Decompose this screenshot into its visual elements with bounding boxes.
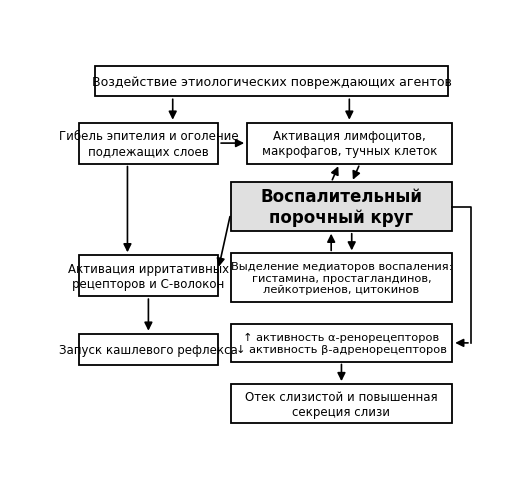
Text: Запуск кашлевого рефлекса: Запуск кашлевого рефлекса <box>59 343 238 356</box>
Text: Отек слизистой и повышенная
секреция слизи: Отек слизистой и повышенная секреция сли… <box>245 390 438 418</box>
Text: Воздействие этиологических повреждающих агентов: Воздействие этиологических повреждающих … <box>92 76 452 89</box>
Bar <box>231 325 453 362</box>
Bar <box>78 256 218 297</box>
Bar <box>231 254 453 302</box>
Bar <box>247 123 452 164</box>
Bar <box>78 334 218 365</box>
Text: Активация ирритативных
рецепторов и С-волокон: Активация ирритативных рецепторов и С-во… <box>68 262 229 290</box>
Text: ↑ активность α-ренорецепторов
↓ активность β-адренорецепторов: ↑ активность α-ренорецепторов ↓ активнос… <box>236 333 447 354</box>
Text: Гибель эпителия и оголение
подлежащих слоев: Гибель эпителия и оголение подлежащих сл… <box>59 130 238 158</box>
Bar <box>231 384 453 424</box>
Text: Воспалительный
порочный круг: Воспалительный порочный круг <box>260 188 422 227</box>
Bar <box>78 123 218 164</box>
Bar <box>95 67 448 97</box>
Text: Активация лимфоцитов,
макрофагов, тучных клеток: Активация лимфоцитов, макрофагов, тучных… <box>262 130 437 158</box>
Bar <box>231 183 453 231</box>
Text: Выделение медиаторов воспаления:
гистамина, простагландинов,
лейкотриенов, циток: Выделение медиаторов воспаления: гистами… <box>231 261 452 295</box>
